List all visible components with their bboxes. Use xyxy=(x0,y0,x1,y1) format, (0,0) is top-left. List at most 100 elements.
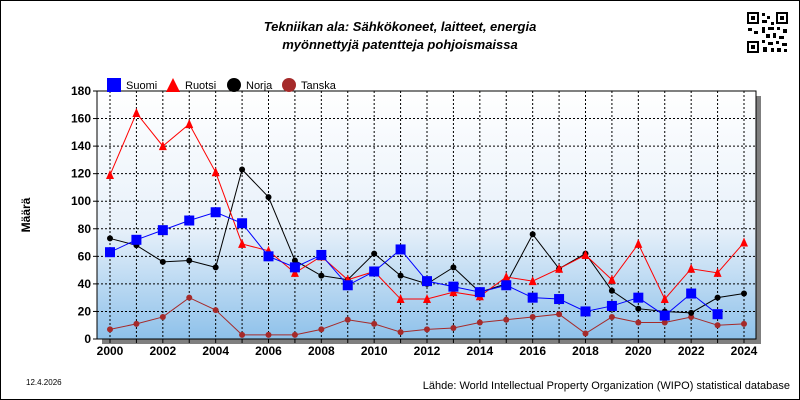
x-tick-label: 2002 xyxy=(149,344,176,358)
x-tick-label: 2020 xyxy=(625,344,652,358)
y-tick-label: 140 xyxy=(71,139,91,153)
data-point xyxy=(688,313,695,320)
date-stamp: 12.4.2026 xyxy=(26,378,62,387)
data-point xyxy=(210,207,221,218)
data-point xyxy=(237,218,248,229)
data-point xyxy=(450,324,457,331)
data-point xyxy=(106,170,114,180)
x-tick-label: 2012 xyxy=(414,344,441,358)
data-point xyxy=(687,263,696,273)
data-point xyxy=(741,290,747,297)
x-tick-label: 2016 xyxy=(519,344,546,358)
x-tick-label: 2000 xyxy=(97,344,124,358)
data-point xyxy=(635,305,642,312)
x-tick-label: 2004 xyxy=(202,344,229,358)
data-point xyxy=(290,267,299,277)
data-point xyxy=(556,311,563,318)
data-point xyxy=(105,247,115,258)
data-point xyxy=(369,266,380,277)
data-point xyxy=(212,264,219,271)
y-tick-label: 160 xyxy=(71,112,91,126)
data-point xyxy=(186,294,193,301)
data-point xyxy=(582,330,589,337)
data-point xyxy=(265,331,272,338)
data-point xyxy=(185,119,194,129)
axis-ticks: 0 20 40 60 80 100 120 140 160 180 2000 2002 2004 2006… xyxy=(71,84,758,358)
y-tick-label: 60 xyxy=(78,249,92,263)
data-point xyxy=(371,250,378,257)
legend-swatch xyxy=(166,78,180,92)
data-point xyxy=(344,316,351,323)
data-point xyxy=(212,307,219,314)
data-point xyxy=(289,262,300,273)
legend-swatch xyxy=(227,78,241,92)
data-point xyxy=(661,319,668,326)
legend-label: Tanska xyxy=(301,80,337,92)
data-point xyxy=(740,237,748,247)
data-point xyxy=(291,331,298,338)
data-point xyxy=(712,309,723,320)
data-point xyxy=(133,320,140,327)
data-point xyxy=(318,272,325,279)
data-point xyxy=(422,276,432,287)
legend-label: Norja xyxy=(246,80,273,92)
data-point xyxy=(714,322,721,329)
data-point xyxy=(423,294,431,304)
data-point xyxy=(634,238,643,248)
data-point xyxy=(318,326,325,333)
data-point xyxy=(397,272,404,279)
data-point xyxy=(503,316,510,323)
legend-item-tanska: Tanska xyxy=(282,78,337,92)
data-point xyxy=(448,281,459,292)
legend-item-ruotsi: Ruotsi xyxy=(166,78,216,92)
data-point xyxy=(158,141,167,151)
series-tanska xyxy=(107,294,747,338)
data-point xyxy=(263,251,274,262)
data-point xyxy=(132,108,141,118)
legend-item-norja: Norja xyxy=(227,78,273,92)
data-point xyxy=(608,313,615,320)
x-tick-label: 2022 xyxy=(678,344,705,358)
source-note: Lähde: World Intellectual Property Organ… xyxy=(422,380,790,392)
data-point xyxy=(686,288,697,299)
data-point xyxy=(476,319,483,326)
data-point xyxy=(713,267,722,277)
data-point xyxy=(397,329,404,336)
data-point xyxy=(107,326,113,333)
chart-title-line2: myönnettyjä patentteja pohjoismaissa xyxy=(282,37,518,52)
data-point xyxy=(635,319,642,326)
x-tick-label: 2024 xyxy=(731,344,758,358)
qr-code-icon xyxy=(745,10,790,55)
data-point xyxy=(527,292,538,303)
data-point xyxy=(159,313,166,320)
y-tick-label: 120 xyxy=(71,167,91,181)
data-point xyxy=(424,326,430,333)
data-point xyxy=(608,287,615,294)
data-point xyxy=(741,320,747,327)
data-point xyxy=(502,272,511,281)
x-tick-label: 2018 xyxy=(572,344,599,358)
data-point xyxy=(606,300,617,311)
series-suomi xyxy=(105,207,723,321)
data-point xyxy=(449,287,458,297)
data-point xyxy=(184,215,195,226)
y-tick-label: 100 xyxy=(71,194,91,208)
y-tick-label: 0 xyxy=(84,332,91,346)
data-point xyxy=(714,294,721,301)
y-tick-label: 20 xyxy=(78,304,92,318)
data-point xyxy=(554,294,565,305)
data-point xyxy=(659,310,670,321)
data-point xyxy=(107,235,113,242)
data-point xyxy=(291,257,298,264)
legend-swatch xyxy=(107,78,121,92)
legend-item-suomi: Suomi xyxy=(107,78,157,92)
legend-swatch xyxy=(282,78,296,92)
data-point xyxy=(131,234,142,245)
data-point xyxy=(211,167,220,177)
data-point xyxy=(239,331,246,338)
data-point xyxy=(501,280,512,291)
series-layer xyxy=(105,108,748,338)
data-point xyxy=(581,249,590,259)
x-tick-label: 2014 xyxy=(466,344,493,358)
